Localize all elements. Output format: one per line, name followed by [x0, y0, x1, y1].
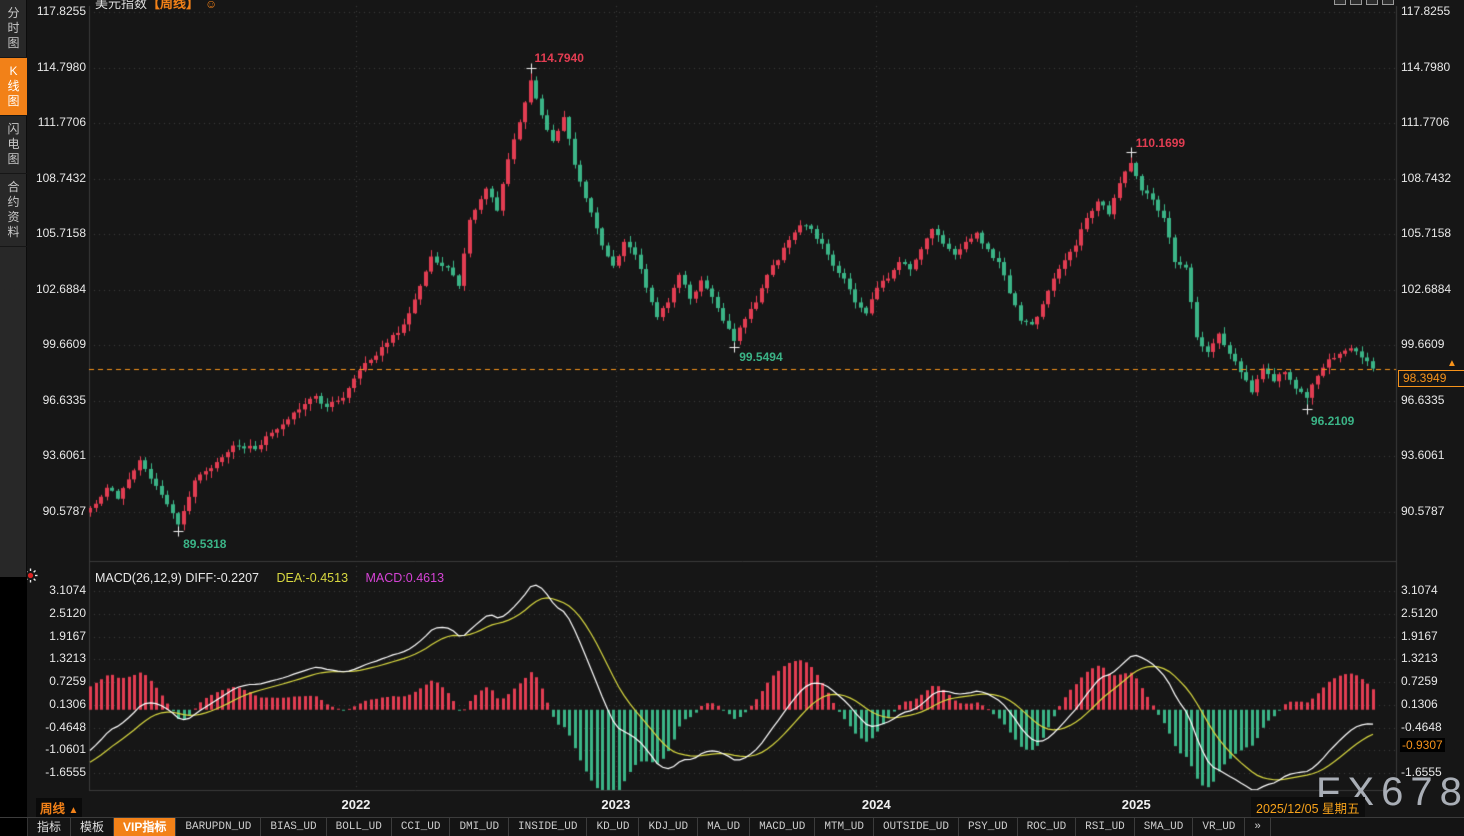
toolbar-item-BOLL_UD[interactable]: BOLL_UD: [327, 818, 392, 836]
window-controls: [1334, 0, 1394, 5]
price-axis-label-right: 105.7158: [1401, 226, 1452, 241]
price-axis-label-right: 111.7706: [1401, 115, 1450, 130]
window-button-icon[interactable]: [1350, 0, 1362, 5]
swing-high-label: 114.7940: [534, 50, 584, 65]
price-axis-label-right: 93.6061: [1401, 448, 1445, 463]
price-axis-label-right: 90.5787: [1401, 504, 1445, 518]
window-button-icon[interactable]: [1334, 0, 1346, 5]
toolbar-item-DMI_UD[interactable]: DMI_UD: [450, 818, 510, 836]
smiley-icon: ☺: [205, 0, 218, 11]
macd-axis-label-right: 2.5120: [1401, 605, 1438, 620]
toolbar-item-KDJ_UD[interactable]: KDJ_UD: [639, 818, 699, 836]
price-axis-label-right: 99.6609: [1401, 337, 1445, 352]
macd-dea-value: DEA:-0.4513: [276, 571, 349, 585]
period-selector[interactable]: 周线 ▲: [36, 798, 83, 817]
price-axis-label-left: 93.6061: [42, 448, 86, 463]
macd-macd-value: MACD:0.4613: [365, 571, 445, 585]
macd-axis-label-right: 1.9167: [1401, 628, 1438, 643]
price-axis-label-left: 96.6335: [42, 392, 86, 407]
window-button-icon[interactable]: [1366, 0, 1378, 5]
instrument-name: 美元指数: [95, 0, 148, 11]
left-sidebar: 分时图 K线图 闪电图 合约资料: [0, 0, 27, 836]
toolbar-item-MTM_UD[interactable]: MTM_UD: [815, 818, 874, 836]
swing-low-label: 99.5494: [739, 350, 783, 365]
price-axis-label-left: 90.5787: [42, 504, 86, 518]
macd-axis-label-left: -1.6555: [45, 765, 86, 779]
toolbar-item-模板[interactable]: 模板: [71, 818, 115, 836]
current-macd-tag: -0.9307: [1400, 738, 1445, 752]
sidebar-filler: [0, 247, 27, 577]
price-axis-label-right: 114.7980: [1401, 59, 1451, 74]
sidebar-item-K线图[interactable]: K线图: [0, 58, 27, 116]
price-axis-label-left: 105.7158: [35, 226, 86, 241]
current-price-tag[interactable]: 98.3949: [1398, 370, 1464, 387]
macd-axis-label-left: -1.0601: [45, 742, 86, 757]
x-axis-year-2023: 2023: [601, 797, 631, 812]
toolbar-item-OUTSIDE_UD[interactable]: OUTSIDE_UD: [874, 818, 959, 836]
price-axis-label-left: 117.8255: [36, 4, 86, 18]
swing-low-label: 96.2109: [1310, 413, 1355, 428]
toolbar-item-BIAS_UD[interactable]: BIAS_UD: [261, 818, 327, 836]
toolbar-item-PSY_UD[interactable]: PSY_UD: [959, 818, 1018, 836]
toolbar-item-ROC_UD[interactable]: ROC_UD: [1018, 818, 1077, 836]
price-axis-label-right: 96.6335: [1401, 392, 1445, 407]
price-axis-label-left: 114.7980: [36, 59, 86, 74]
period-badge: 【周线】: [147, 0, 200, 11]
toolbar-item-VR_UD[interactable]: VR_UD: [1193, 818, 1246, 836]
macd-axis-label-left: 2.5120: [49, 605, 86, 620]
cursor-date-label: 2025/12/05 星期五: [1251, 797, 1365, 818]
toolbar-item-INSIDE_UD[interactable]: INSIDE_UD: [509, 818, 588, 836]
sidebar-item-合约资料[interactable]: 合约资料: [0, 174, 27, 247]
macd-axis-label-right: 3.1074: [1401, 583, 1438, 597]
indicator-toolbar: 指标 模板 VIP指标 BARUPDN_UD BIAS_UD BOLL_UD CCI_UD D…: [0, 817, 1464, 836]
x-axis-year-2022: 2022: [341, 797, 371, 812]
price-axis-label-left: 99.6609: [42, 337, 86, 352]
toolbar-item-SMA_UD[interactable]: SMA_UD: [1135, 818, 1194, 836]
macd-axis-label-right: 1.3213: [1401, 651, 1438, 666]
price-axis-label-left: 108.7432: [35, 170, 86, 185]
chart-title: 美元指数【周线】 ☺: [95, 0, 217, 12]
x-axis-year-2024: 2024: [861, 797, 891, 812]
window-button-icon[interactable]: [1382, 0, 1394, 5]
macd-axis-label-left: 1.9167: [49, 628, 86, 643]
sidebar-item-闪电图[interactable]: 闪电图: [0, 116, 27, 174]
caret-up-icon: ▲: [68, 805, 79, 816]
toolbar-item-»[interactable]: »: [1245, 818, 1272, 836]
macd-axis-label-right: 0.7259: [1401, 674, 1438, 688]
macd-axis-label-right: 0.1306: [1401, 696, 1438, 711]
sidebar-item-分时图[interactable]: 分时图: [0, 0, 27, 58]
toolbar-item-BARUPDN_UD[interactable]: BARUPDN_UD: [176, 818, 262, 836]
swing-high-label: 110.1699: [1135, 136, 1186, 151]
price-axis-label-right: 108.7432: [1401, 170, 1452, 185]
toolbar-item-指标[interactable]: 指标: [28, 818, 72, 836]
x-axis-year-2025: 2025: [1121, 797, 1151, 812]
macd-axis-label-right: -1.6555: [1401, 765, 1442, 779]
price-axis-label-right: 117.8255: [1401, 4, 1451, 18]
price-axis-label-left: 102.6884: [35, 281, 86, 296]
macd-axis-label-left: 0.1306: [49, 696, 86, 711]
price-axis-label-left: 111.7706: [37, 115, 86, 130]
price-marker-arrow-icon: ▲: [1447, 358, 1457, 369]
macd-header: MACD(26,12,9) DIFF:-0.2207 DEA:-0.4513 M…: [95, 571, 444, 585]
macd-axis-label-left: 3.1074: [49, 583, 86, 597]
macd-axis-label-right: -0.4648: [1401, 719, 1442, 734]
toolbar-item-MACD_UD[interactable]: MACD_UD: [750, 818, 816, 836]
macd-axis-label-left: 1.3213: [49, 651, 86, 666]
macd-title-and-diff: MACD(26,12,9) DIFF:-0.2207: [95, 571, 259, 585]
toolbar-item-RSI_UD[interactable]: RSI_UD: [1076, 818, 1135, 836]
toolbar-spacer: [0, 818, 28, 836]
sidebar-item-list: 分时图 K线图 闪电图 合约资料: [0, 0, 27, 247]
toolbar-item-CCI_UD[interactable]: CCI_UD: [392, 818, 451, 836]
macd-axis-label-left: -0.4648: [45, 719, 86, 734]
macd-axis-label-left: 0.7259: [49, 674, 86, 688]
toolbar-item-VIP指标[interactable]: VIP指标: [114, 818, 177, 836]
price-axis-label-right: 102.6884: [1401, 281, 1452, 296]
toolbar-item-MA_UD[interactable]: MA_UD: [698, 818, 751, 836]
swing-low-label: 89.5318: [183, 537, 227, 552]
toolbar-item-KD_UD[interactable]: KD_UD: [587, 818, 640, 836]
